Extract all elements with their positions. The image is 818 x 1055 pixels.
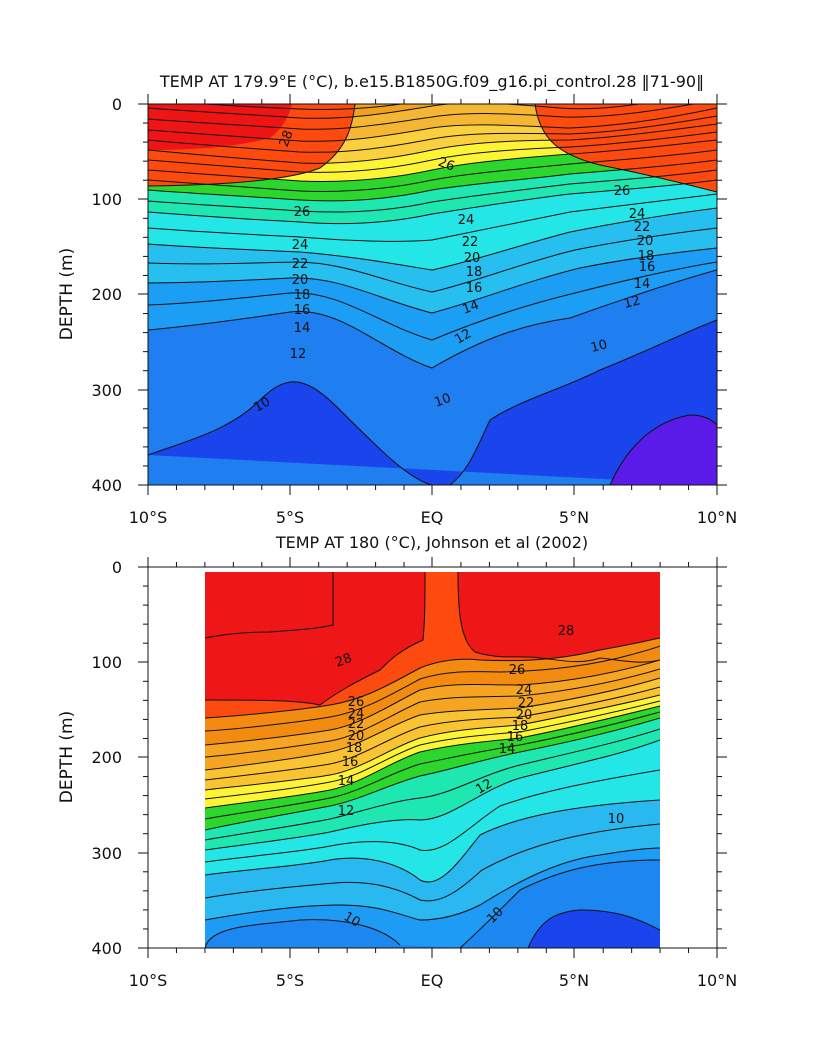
contour-label: 18 [512,719,529,734]
contour-label: 16 [639,260,656,275]
band-28-right [535,104,717,192]
panel1-y-axis-label: DEPTH (m) [57,248,77,340]
panel1-contour-labels: 28 26 26 26 24 24 24 22 22 22 20 20 20 1… [251,128,655,415]
contour-label: 14 [460,298,481,318]
panel1-y-tick-labels: 0 100 200 300 400 [91,95,122,495]
contour-label: 14 [499,742,516,757]
panel1-title: TEMP AT 179.9°E (°C), b.e15.B1850G.f09_g… [159,72,704,92]
y-tick-label: 300 [91,844,122,863]
contour-label: 20 [637,234,654,249]
panel1-axes [138,94,727,495]
x-tick-label: 5°S [276,971,304,990]
contour-label: 24 [629,207,646,222]
band-9 [528,910,660,948]
x-tick-label: 5°N [559,971,589,990]
panel2-y-axis-label: DEPTH (m) [57,711,77,803]
contour-label: 18 [638,249,655,264]
x-tick-label: 10°S [129,508,168,527]
contour-label: 22 [462,235,479,250]
panel1-x-tick-labels: 10°S 5°S EQ 5°N 10°N [129,508,737,527]
contour-label: 22 [518,696,535,711]
band-28 [205,572,660,705]
x-tick-label: 10°S [129,971,168,990]
contour-label: 26 [509,663,526,678]
contour-label: 28 [333,651,354,671]
contour-label: 16 [466,281,483,296]
y-tick-label: 300 [91,381,122,400]
contour-label: 12 [473,776,495,797]
y-tick-label: 200 [91,285,122,304]
contour-label: 26 [436,155,457,175]
x-tick-label: EQ [421,971,444,990]
x-tick-label: EQ [421,508,444,527]
y-tick-label: 400 [91,939,122,958]
contour-label: 20 [348,729,365,744]
contour-label: 18 [466,265,483,280]
contour-label: 28 [277,128,297,149]
contour-label: 26 [614,184,631,199]
contour-label: 20 [292,273,309,288]
x-tick-label: 10°N [697,971,737,990]
y-tick-label: 100 [91,653,122,672]
contour-label: 10 [608,812,625,827]
contour-label: 12 [338,804,355,819]
panel2-y-tick-labels: 0 100 200 300 400 [91,558,122,958]
contour-label: 22 [634,220,651,235]
contour-label: 22 [292,257,309,272]
contour-label: 10 [251,394,273,415]
panel2-title: TEMP AT 180 (°C), Johnson et al (2002) [275,533,588,552]
contour-label: 18 [294,288,311,303]
contour-label: 14 [294,321,311,336]
panel1-minor-ticks [143,99,722,490]
y-tick-label: 0 [112,558,122,577]
contour-label: 10 [432,391,453,411]
contour-label: 14 [338,774,355,789]
contour-label: 16 [342,755,359,770]
contour-label: 10 [589,337,609,356]
contour-label: 20 [516,708,533,723]
y-tick-label: 200 [91,748,122,767]
y-tick-label: 100 [91,190,122,209]
panel2-x-tick-labels: 10°S 5°S EQ 5°N 10°N [129,971,737,990]
panel-model: TEMP AT 179.9°E (°C), b.e15.B1850G.f09_g… [57,72,737,527]
panel2-contour-lines [205,572,660,948]
contour-label: 26 [348,695,365,710]
contour-label: 16 [294,303,311,318]
band-9 [148,320,717,485]
contour-label: 18 [346,741,363,756]
panel1-contour-lines [148,104,717,485]
contour-label: 24 [292,238,309,253]
panel2-axes [138,557,727,958]
contour-label: 12 [452,326,474,347]
contour-label: 16 [507,730,524,745]
contour-label: 14 [634,277,651,292]
band-8 [610,415,717,485]
contour-label: 20 [464,251,481,266]
y-tick-label: 400 [91,476,122,495]
contour-label: 26 [294,205,311,220]
contour-label: 12 [290,347,307,362]
contour-label: 24 [348,707,365,722]
contour-label: 12 [622,293,642,312]
x-tick-label: 5°N [559,508,589,527]
contour-label: 24 [458,213,475,228]
contour-label: 22 [348,717,365,732]
contour-label: 28 [558,624,575,639]
panel-observations: TEMP AT 180 (°C), Johnson et al (2002) [57,533,737,990]
x-tick-label: 5°S [276,508,304,527]
x-tick-label: 10°N [697,508,737,527]
contour-label: 10 [341,909,363,930]
contour-label: 24 [516,683,533,698]
panel2-minor-ticks [143,562,722,953]
y-tick-label: 0 [112,95,122,114]
